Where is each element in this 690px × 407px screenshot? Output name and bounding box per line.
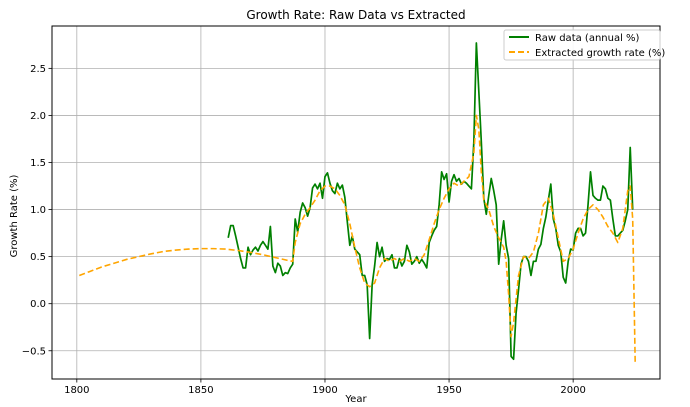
series-line-extracted [79, 114, 636, 363]
x-tick-label: 1950 [436, 385, 461, 396]
x-tick-label: 1800 [64, 385, 89, 396]
series-line-raw [227, 42, 634, 361]
series-layer [79, 42, 636, 363]
plot-frame [51, 25, 661, 380]
legend-label-raw: Raw data (annual %) [535, 33, 640, 44]
legend: Raw data (annual %) Extracted growth rat… [503, 29, 665, 61]
y-axis-label: Growth Rate (%) [9, 175, 20, 258]
y-tick-label: 2.0 [30, 111, 46, 122]
legend-box [503, 29, 661, 61]
x-axis-label: Year [344, 394, 367, 405]
x-tick-label: 1900 [312, 385, 337, 396]
x-tick-label: 2000 [560, 385, 585, 396]
y-tick-label: 1.5 [30, 158, 46, 169]
y-tick-label: 0.5 [30, 252, 46, 263]
grid [52, 26, 660, 379]
y-tick-label: 2.5 [30, 64, 46, 75]
y-tick-label: 0.0 [30, 299, 46, 310]
chart-title: Growth Rate: Raw Data vs Extracted [246, 8, 465, 22]
y-tick-label: −0.5 [22, 346, 46, 357]
legend-label-extracted: Extracted growth rate (%) [535, 48, 665, 59]
y-tick-label: 1.0 [30, 205, 46, 216]
ticks: 1800 1850 1900 1950 2000 −0.5 0.0 0.5 1.0 1.5 2.0 2… [22, 64, 586, 396]
x-tick-label: 1850 [188, 385, 213, 396]
